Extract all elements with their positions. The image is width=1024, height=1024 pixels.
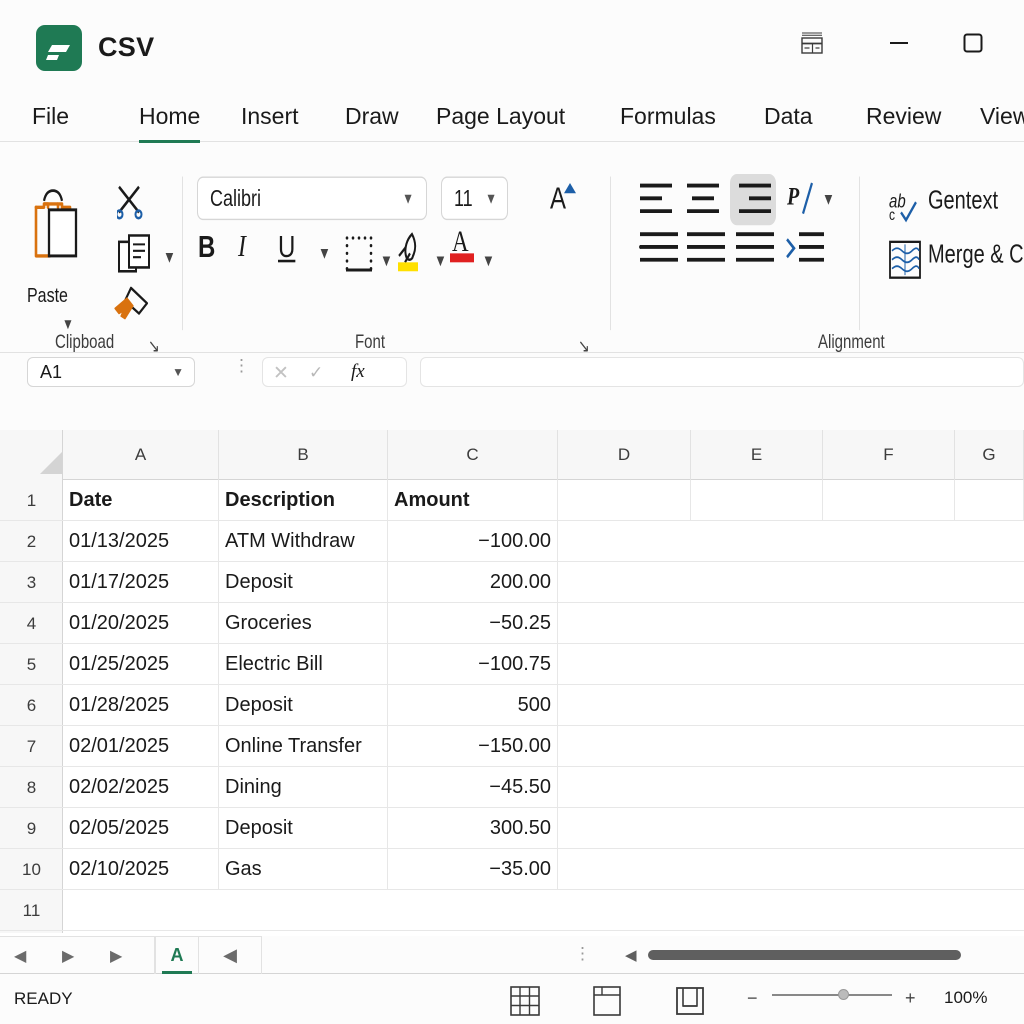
svg-text:P: P <box>787 182 800 210</box>
svg-text:c: c <box>889 207 895 223</box>
svg-text:A: A <box>550 181 567 216</box>
